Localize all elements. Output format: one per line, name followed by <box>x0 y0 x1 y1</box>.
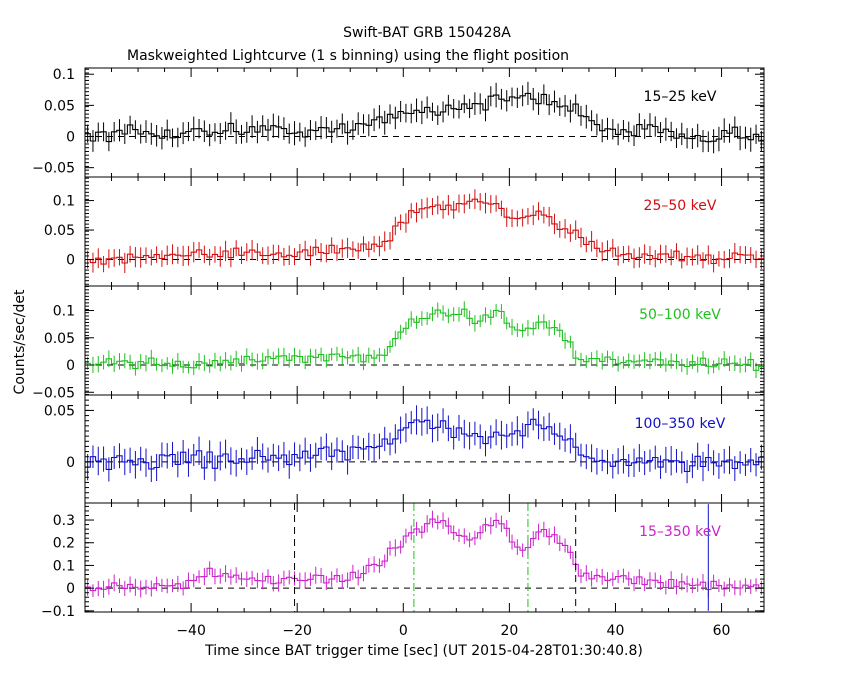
y-tick-label: 0.05 <box>44 331 75 347</box>
x-tick-label: 0 <box>399 623 408 639</box>
lightcurve-line <box>85 518 764 592</box>
x-tick-label: 20 <box>500 623 518 639</box>
lightcurve-line <box>85 308 764 371</box>
y-tick-label: 0.05 <box>44 223 75 239</box>
y-tick-label: 0.1 <box>53 67 75 83</box>
chart-subtitle: Maskweighted Lightcurve (1 s binning) us… <box>127 48 569 64</box>
chart-title: Swift-BAT GRB 150428A <box>343 25 511 41</box>
panel-frame <box>84 176 765 287</box>
panel-4: 0 0.05 100–350 keV <box>44 394 765 504</box>
band-label: 15–25 keV <box>644 89 717 105</box>
lightcurve-line <box>85 418 764 473</box>
y-tick-label: −0.05 <box>32 385 75 401</box>
y-tick-label: 0 <box>66 358 75 374</box>
y-tick-label: 0 <box>66 455 75 471</box>
band-label: 15–350 keV <box>639 524 721 540</box>
x-tick-label: 60 <box>713 623 731 639</box>
panel-frame <box>84 67 765 178</box>
panel-2: 0 0.05 0.1 25–50 keV <box>44 176 765 287</box>
y-tick-label: 0.1 <box>53 304 75 320</box>
series-4 <box>85 405 764 484</box>
panel-frame <box>84 502 765 613</box>
panel-5: −0.1 0 0.1 0.2 0.3 15–350 keV <box>41 502 765 620</box>
y-tick-label: 0.2 <box>53 536 75 552</box>
y-tick-label: −0.1 <box>41 604 75 620</box>
panels-group: −0.05 0 0.05 0.1 15–25 keV 0 0.05 0.1 25–50 keV −… <box>32 67 765 639</box>
panel-frame <box>84 394 765 504</box>
x-tick-label: −40 <box>176 623 206 639</box>
y-tick-label: −0.05 <box>32 161 75 177</box>
band-label: 50–100 keV <box>639 307 721 323</box>
panel-1: −0.05 0 0.05 0.1 15–25 keV <box>32 67 765 178</box>
x-tick-label: −20 <box>282 623 312 639</box>
y-axis-label: Counts/sec/det <box>12 289 28 394</box>
y-tick-label: 0.1 <box>53 194 75 210</box>
lightcurve-line <box>85 198 764 265</box>
y-tick-label: 0 <box>66 130 75 146</box>
y-tick-label: 0.1 <box>53 558 75 574</box>
panel-3: −0.05 0 0.05 0.1 50–100 keV <box>32 285 765 401</box>
band-label: 100–350 keV <box>635 416 726 432</box>
band-label: 25–50 keV <box>644 198 717 214</box>
y-tick-label: 0 <box>66 581 75 597</box>
series-3 <box>85 301 764 379</box>
series-2 <box>85 189 764 274</box>
x-axis-label: Time since BAT trigger time [sec] (UT 20… <box>204 643 643 659</box>
series-1 <box>85 81 764 154</box>
y-tick-label: 0.05 <box>44 403 75 419</box>
y-tick-label: 0.3 <box>53 513 75 529</box>
lightcurve-line <box>85 92 764 143</box>
panel-frame <box>84 285 765 396</box>
y-tick-label: 0 <box>66 252 75 268</box>
x-tick-label: 40 <box>607 623 625 639</box>
y-tick-label: 0.05 <box>44 98 75 114</box>
